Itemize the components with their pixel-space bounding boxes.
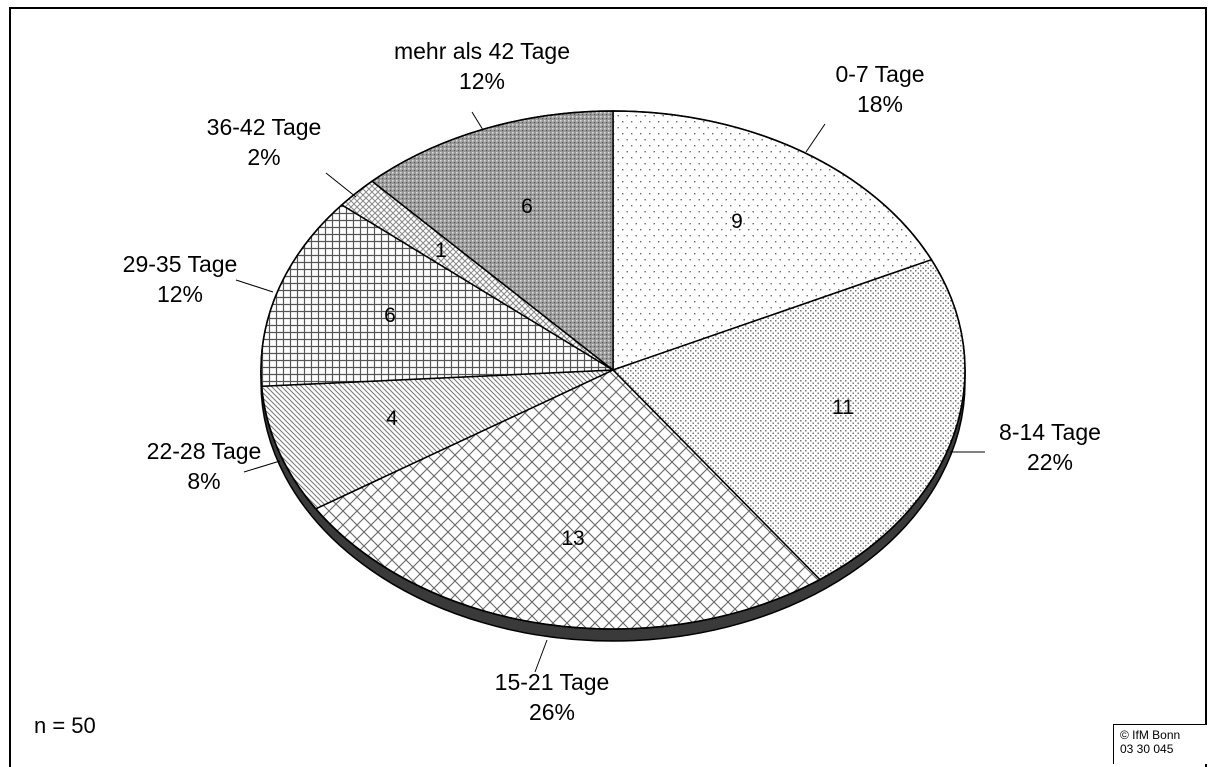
- slice-category-label: 36-42 Tage: [207, 114, 322, 140]
- leader-line: [805, 123, 826, 153]
- slice-percent-label: 18%: [857, 91, 903, 117]
- slice-category-label: 0-7 Tage: [835, 61, 924, 87]
- slice-value-label: 9: [731, 210, 743, 233]
- slice-percent-label: 8%: [187, 468, 220, 494]
- leader-line: [235, 279, 274, 293]
- slice-percent-label: 2%: [247, 144, 280, 170]
- copyright-line-2: 03 30 045: [1120, 742, 1174, 756]
- slice-value-label: 13: [561, 527, 584, 550]
- slice-category-label: 29-35 Tage: [123, 251, 238, 277]
- slice-percent-label: 22%: [1027, 449, 1073, 475]
- slice-value-label: 6: [384, 304, 396, 327]
- slice-value-label: 4: [386, 407, 398, 430]
- slice-category-label: mehr als 42 Tage: [394, 38, 570, 64]
- pie-outline: [260, 110, 966, 630]
- slice-percent-label: 26%: [529, 699, 575, 725]
- slice-category-label: 15-21 Tage: [495, 669, 610, 695]
- slice-value-label: 1: [435, 239, 447, 262]
- sample-size-note: n = 50: [34, 713, 96, 738]
- slice-category-label: 22-28 Tage: [147, 438, 262, 464]
- slice-category-label: 8-14 Tage: [999, 419, 1101, 445]
- copyright-line-1: © IfM Bonn: [1120, 728, 1181, 742]
- leader-line: [534, 639, 548, 673]
- leader-line: [325, 172, 357, 198]
- leader-line: [471, 111, 484, 131]
- slice-value-label: 11: [832, 396, 854, 419]
- slice-percent-label: 12%: [157, 281, 203, 307]
- slice-value-label: 6: [521, 195, 533, 218]
- leader-line: [243, 460, 281, 473]
- slice-percent-label: 12%: [459, 68, 505, 94]
- copyright-box: © IfM Bonn 03 30 045: [1113, 724, 1207, 764]
